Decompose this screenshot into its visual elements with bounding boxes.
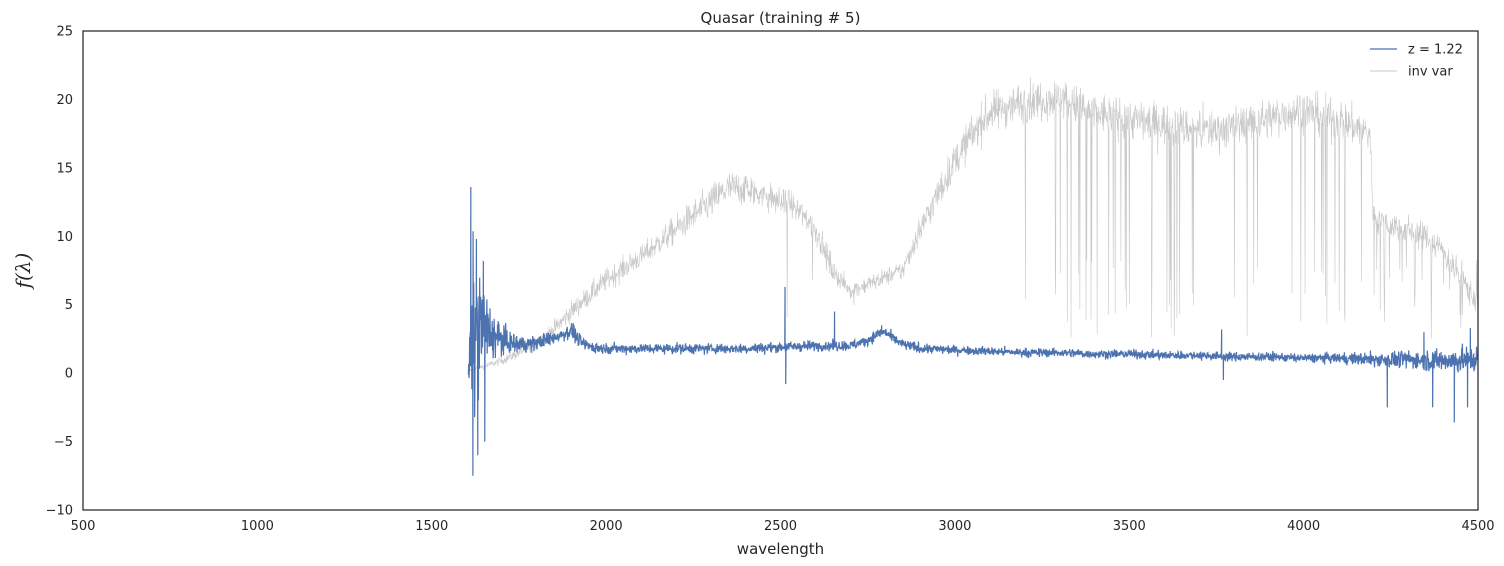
- y-axis-ticks: 25 20 15 10 5 0 −5 −10: [46, 25, 73, 519]
- y-tick-label: 5: [65, 298, 73, 313]
- y-tick-label: 25: [56, 25, 73, 40]
- x-tick-label: 2000: [590, 519, 623, 534]
- plot-area: [467, 77, 1478, 476]
- series-line-inv-var: [468, 77, 1478, 372]
- x-axis-ticks: 500 1000 1500 2000 2500 3000 3500 4000 4500: [71, 519, 1495, 534]
- y-tick-label: 15: [56, 161, 73, 176]
- x-tick-label: 1000: [241, 519, 274, 534]
- legend-label-inv-var: inv var: [1408, 65, 1453, 80]
- y-tick-label: 0: [65, 367, 73, 382]
- x-tick-label: 500: [71, 519, 96, 534]
- y-tick-label: 20: [56, 93, 73, 108]
- x-tick-label: 2500: [764, 519, 797, 534]
- chart-title: Quasar (training # 5): [701, 9, 861, 27]
- x-tick-label: 4000: [1287, 519, 1320, 534]
- x-tick-label: 1500: [415, 519, 448, 534]
- y-axis-label: f(λ): [11, 253, 35, 291]
- legend: z = 1.22 inv var: [1370, 43, 1463, 80]
- y-tick-label: −5: [54, 435, 73, 450]
- x-tick-label: 4500: [1461, 519, 1494, 534]
- series-line-z: [467, 187, 1478, 476]
- legend-label-z: z = 1.22: [1408, 43, 1463, 58]
- plot-frame: [82, 30, 1479, 511]
- x-tick-label: 3500: [1113, 519, 1146, 534]
- x-tick-label: 3000: [938, 519, 971, 534]
- x-axis-label: wavelength: [737, 540, 824, 558]
- y-tick-label: 10: [56, 230, 73, 245]
- y-tick-label: −10: [46, 504, 73, 519]
